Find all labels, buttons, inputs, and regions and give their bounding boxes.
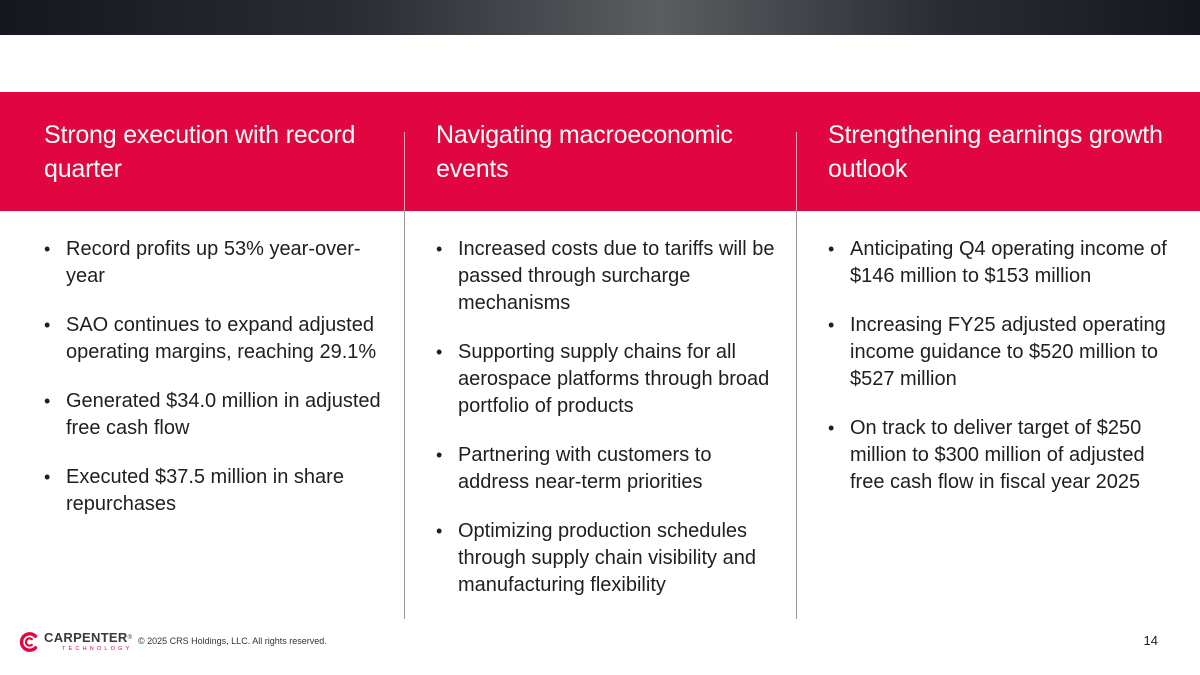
list-item: • Partnering with customers to address ne… (436, 442, 776, 496)
list-item: • Record profits up 53% year-over-year (44, 236, 384, 290)
bullet-icon: • (828, 418, 835, 438)
header-band (0, 92, 1200, 211)
carpenter-logo-mark-icon (19, 632, 38, 652)
list-item: • Increased costs due to tariffs will be … (436, 236, 776, 317)
bullet-text: Increased costs due to tariffs will be p… (458, 238, 775, 314)
copyright-notice: © 2025 CRS Holdings, LLC. All rights res… (138, 636, 327, 646)
column-heading-macroeconomic: Navigating macroeconomic events (436, 121, 733, 183)
carpenter-logo: CARPENTER® TECHNOLOGY (18, 630, 133, 656)
bullet-text: Executed $37.5 million in share repurcha… (66, 466, 344, 515)
list-item: • Anticipating Q4 operating income of $14… (828, 236, 1168, 290)
column-body-macroeconomic: • Increased costs due to tariffs will be … (436, 236, 776, 621)
list-item: • On track to deliver target of $250 mill… (828, 415, 1168, 496)
logo-wordmark: CARPENTER® (44, 630, 133, 645)
bullet-text: Supporting supply chains for all aerospa… (458, 341, 770, 417)
bullet-icon: • (828, 315, 835, 335)
bullet-icon: • (44, 467, 51, 487)
page-number: 14 (1143, 633, 1158, 648)
bullet-text: Increasing FY25 adjusted operating incom… (850, 314, 1166, 390)
bullet-text: Generated $34.0 million in adjusted free… (66, 390, 381, 439)
column-divider-header-1 (404, 132, 405, 212)
list-item: • SAO continues to expand adjusted operat… (44, 312, 384, 366)
column-heading-outlook: Strengthening earnings growth outlook (828, 121, 1163, 183)
list-item: • Supporting supply chains for all aerosp… (436, 339, 776, 420)
bullet-icon: • (436, 521, 443, 541)
column-divider-1 (404, 211, 405, 619)
bullet-icon: • (44, 315, 51, 335)
bullet-icon: • (44, 239, 51, 259)
bullet-list: • Record profits up 53% year-over-year • S… (44, 236, 384, 518)
bullet-text: Anticipating Q4 operating income of $146… (850, 238, 1167, 287)
list-item: • Executed $37.5 million in share repurch… (44, 464, 384, 518)
bullet-text: SAO continues to expand adjusted operati… (66, 314, 377, 363)
list-item: • Increasing FY25 adjusted operating inco… (828, 312, 1168, 393)
bullet-icon: • (828, 239, 835, 259)
bullet-icon: • (44, 391, 51, 411)
list-item: • Generated $34.0 million in adjusted fre… (44, 388, 384, 442)
bullet-icon: • (436, 342, 443, 362)
column-body-execution: • Record profits up 53% year-over-year • S… (44, 236, 384, 540)
column-divider-header-2 (796, 132, 797, 212)
top-banner-bar (0, 0, 1200, 35)
bullet-list: • Increased costs due to tariffs will be … (436, 236, 776, 599)
bullet-text: On track to deliver target of $250 milli… (850, 417, 1145, 493)
bullet-icon: • (436, 445, 443, 465)
bullet-text: Partnering with customers to address nea… (458, 444, 712, 493)
list-item: • Optimizing production schedules through… (436, 518, 776, 599)
column-heading-execution: Strong execution with record quarter (44, 121, 356, 183)
column-divider-2 (796, 211, 797, 619)
logo-subtitle: TECHNOLOGY (62, 646, 133, 652)
column-body-outlook: • Anticipating Q4 operating income of $14… (828, 236, 1168, 518)
bullet-text: Optimizing production schedules through … (458, 520, 756, 596)
bullet-icon: • (436, 239, 443, 259)
bullet-list: • Anticipating Q4 operating income of $14… (828, 236, 1168, 496)
logo-trademark: ® (127, 635, 133, 641)
bullet-text: Record profits up 53% year-over-year (66, 238, 361, 287)
